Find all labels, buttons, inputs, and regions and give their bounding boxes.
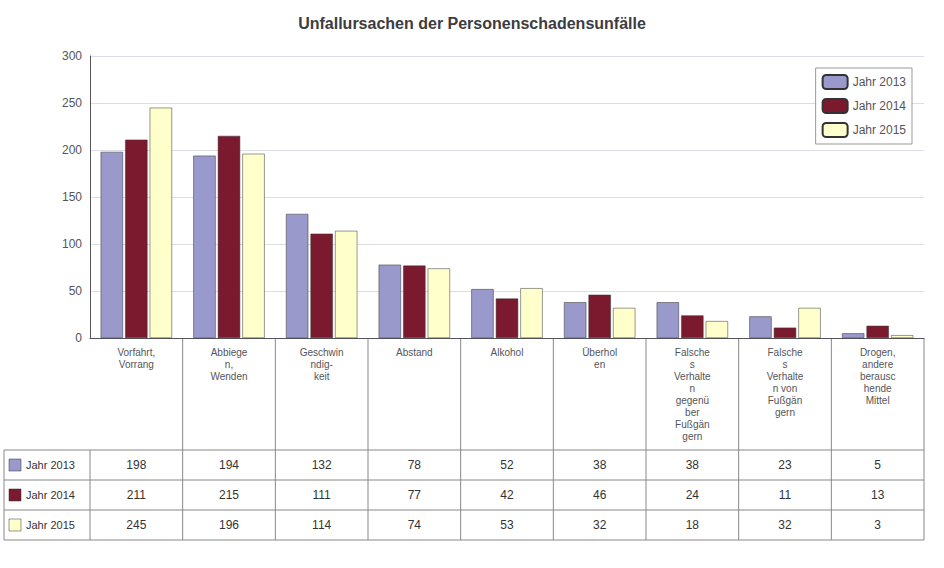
svg-text:ndig-: ndig- — [311, 359, 333, 370]
svg-text:198: 198 — [126, 458, 146, 472]
svg-text:13: 13 — [871, 488, 885, 502]
svg-text:Unfallursachen der Personensch: Unfallursachen der Personenschadensunfäl… — [298, 15, 646, 32]
svg-text:Mittel: Mittel — [866, 395, 890, 406]
svg-text:245: 245 — [126, 518, 146, 532]
svg-text:s: s — [690, 359, 695, 370]
svg-text:keit: keit — [314, 371, 330, 382]
svg-text:Jahr 2014: Jahr 2014 — [853, 99, 907, 113]
svg-text:Fußgän: Fußgän — [675, 419, 709, 430]
svg-text:ber: ber — [685, 407, 700, 418]
svg-text:215: 215 — [219, 488, 239, 502]
svg-text:211: 211 — [127, 488, 146, 502]
svg-text:74: 74 — [408, 518, 422, 532]
svg-text:gern: gern — [682, 431, 702, 442]
svg-text:5: 5 — [874, 458, 881, 472]
svg-text:300: 300 — [62, 49, 82, 63]
svg-text:77: 77 — [408, 488, 422, 502]
svg-text:46: 46 — [593, 488, 607, 502]
svg-text:53: 53 — [500, 518, 514, 532]
svg-text:11: 11 — [779, 488, 792, 502]
svg-text:250: 250 — [62, 96, 82, 110]
svg-text:32: 32 — [778, 518, 792, 532]
svg-text:Falsche: Falsche — [675, 347, 710, 358]
svg-text:n,: n, — [225, 359, 233, 370]
svg-text:s: s — [783, 359, 788, 370]
svg-text:100: 100 — [62, 237, 82, 251]
svg-text:200: 200 — [62, 143, 82, 157]
svg-text:24: 24 — [686, 488, 700, 502]
svg-text:Wenden: Wenden — [210, 371, 247, 382]
svg-text:berausc: berausc — [860, 371, 896, 382]
svg-text:196: 196 — [219, 518, 239, 532]
svg-text:42: 42 — [500, 488, 514, 502]
svg-text:52: 52 — [500, 458, 514, 472]
svg-text:n von: n von — [773, 383, 797, 394]
svg-text:gern: gern — [775, 407, 795, 418]
svg-text:Jahr 2015: Jahr 2015 — [853, 123, 907, 137]
svg-text:111: 111 — [313, 488, 332, 502]
svg-text:18: 18 — [686, 518, 700, 532]
svg-text:n: n — [690, 383, 696, 394]
svg-text:3: 3 — [874, 518, 881, 532]
svg-text:38: 38 — [686, 458, 700, 472]
svg-text:Jahr 2013: Jahr 2013 — [26, 459, 75, 471]
svg-text:Falsche: Falsche — [767, 347, 802, 358]
svg-text:23: 23 — [778, 458, 792, 472]
svg-text:andere: andere — [862, 359, 894, 370]
svg-text:Drogen,: Drogen, — [860, 347, 896, 358]
svg-text:Abstand: Abstand — [396, 347, 433, 358]
svg-text:Vorrang: Vorrang — [119, 359, 154, 370]
svg-text:Abbiege: Abbiege — [211, 347, 248, 358]
svg-text:Jahr 2013: Jahr 2013 — [853, 75, 907, 89]
svg-text:Alkohol: Alkohol — [491, 347, 524, 358]
svg-text:194: 194 — [219, 458, 239, 472]
svg-text:0: 0 — [75, 331, 82, 345]
svg-text:Fußgän: Fußgän — [768, 395, 802, 406]
svg-text:en: en — [594, 359, 605, 370]
svg-text:gegenü: gegenü — [676, 395, 709, 406]
svg-text:132: 132 — [312, 458, 332, 472]
svg-text:32: 32 — [593, 518, 607, 532]
svg-text:Jahr 2014: Jahr 2014 — [26, 489, 75, 501]
svg-text:Geschwin: Geschwin — [300, 347, 344, 358]
svg-text:50: 50 — [69, 284, 83, 298]
svg-text:38: 38 — [593, 458, 607, 472]
svg-text:Vorfahrt,: Vorfahrt, — [117, 347, 155, 358]
svg-text:78: 78 — [408, 458, 422, 472]
svg-text:114: 114 — [312, 518, 331, 532]
svg-text:150: 150 — [62, 190, 82, 204]
svg-text:Jahr 2015: Jahr 2015 — [26, 519, 75, 531]
svg-text:Überhol: Überhol — [582, 347, 617, 358]
svg-text:Verhalte: Verhalte — [674, 371, 711, 382]
svg-text:hende: hende — [864, 383, 892, 394]
svg-text:Verhalte: Verhalte — [767, 371, 804, 382]
